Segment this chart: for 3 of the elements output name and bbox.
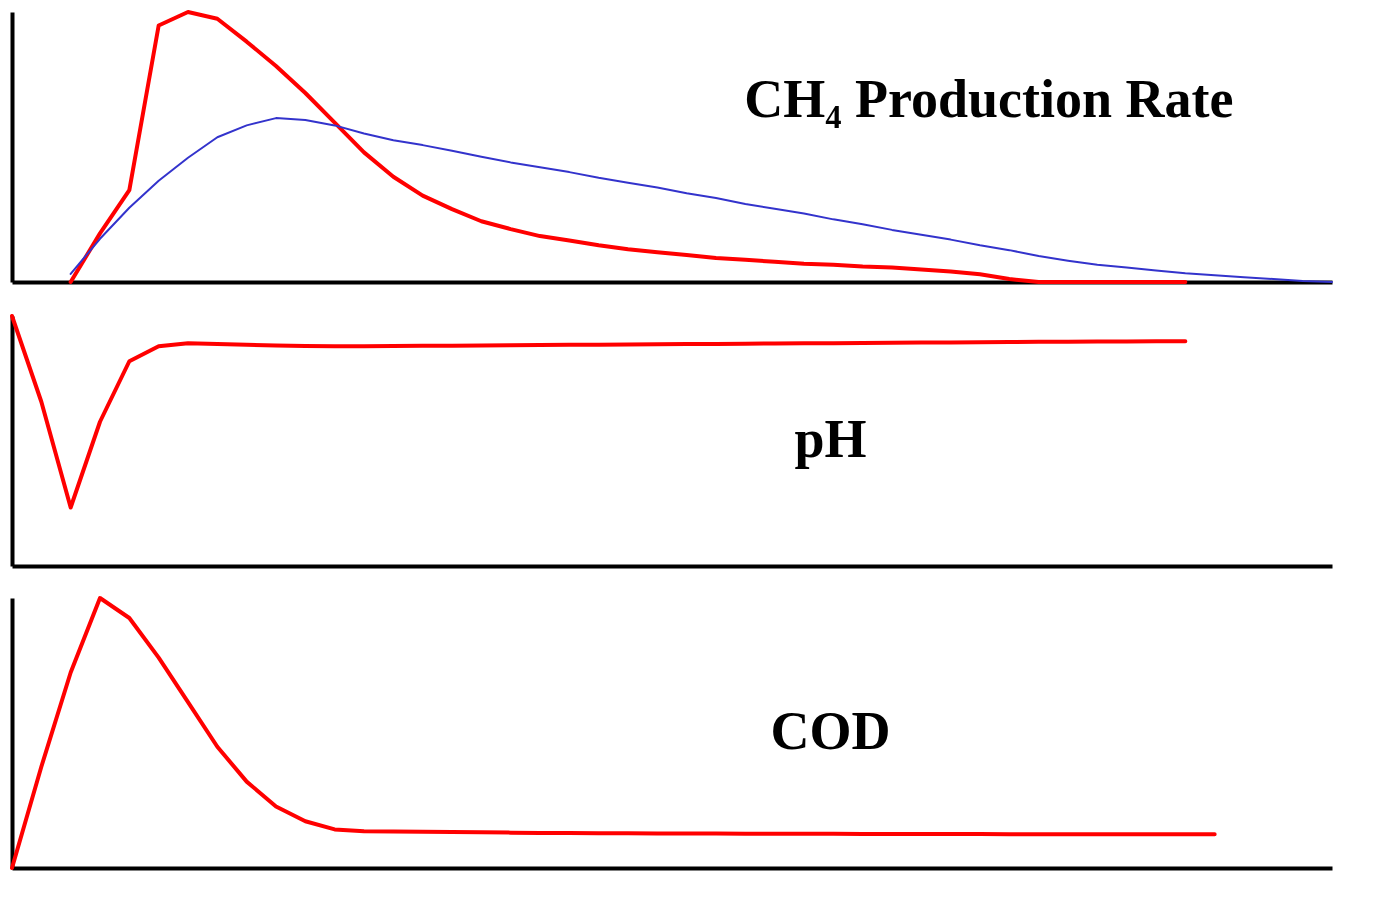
text: CH₄ Production Rate (744, 69, 1234, 130)
text: COD (770, 701, 891, 761)
text: pH (794, 409, 867, 469)
